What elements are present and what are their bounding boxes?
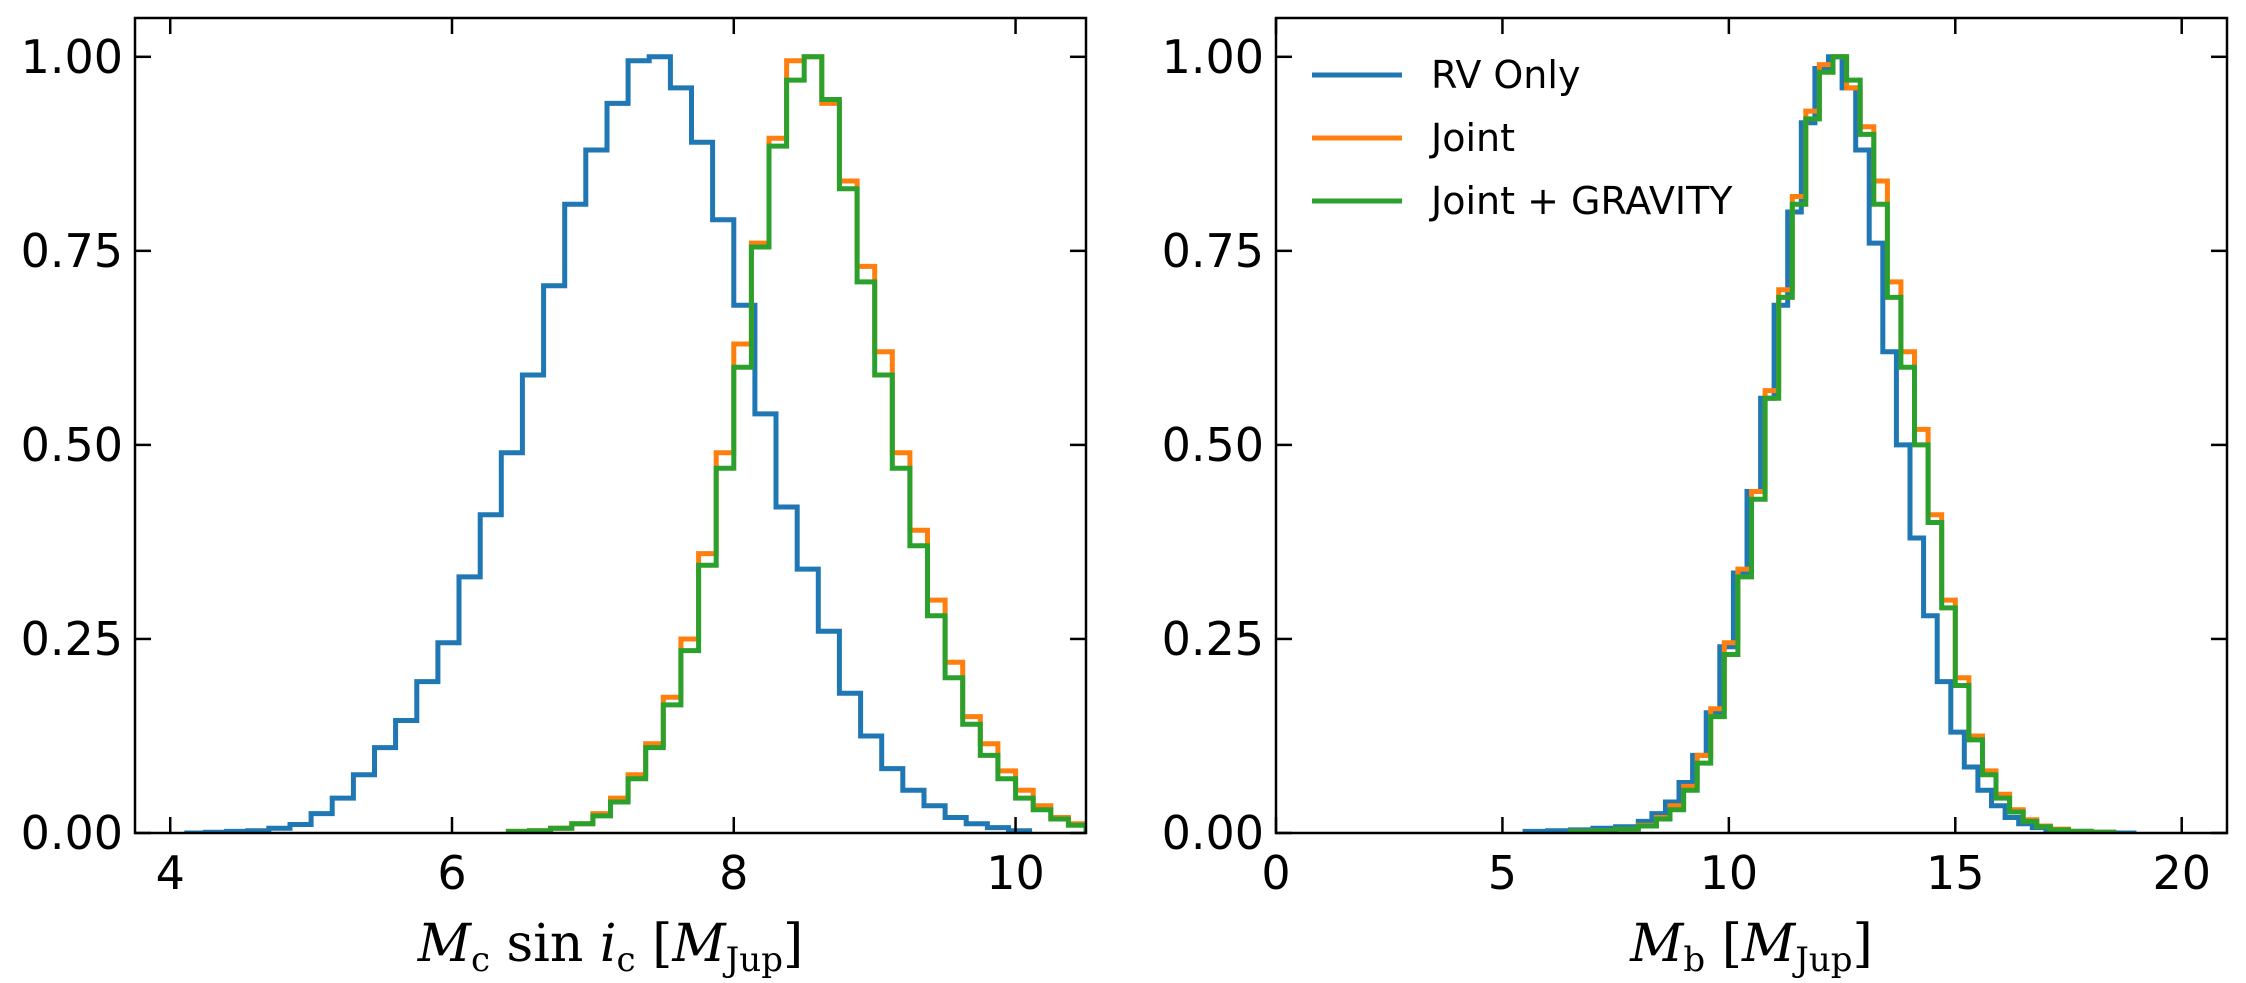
right-x-tick-label: 15 [1926,846,1985,900]
right-x-tick-label: 0 [1261,846,1290,900]
left-histogram-series [184,54,1086,833]
left-x-tick-label: 10 [986,846,1045,900]
right-y-tick-label: 0.25 [1162,612,1264,666]
right-y-tick-label: 1.00 [1162,30,1264,84]
right-x-tick-label: 10 [1700,846,1759,900]
right-series-1-step-line [1567,54,2117,833]
left-series-0-step-line [184,54,1033,833]
right-y-tick-label: 0.75 [1162,224,1264,278]
right-legend-label-1: Joint [1429,116,1515,160]
left-y-tick-label: 0.50 [21,418,123,472]
left-x-tick-label: 8 [719,846,748,900]
right-x-tick-label: 5 [1488,846,1517,900]
right-x-axis-label: Mb [MJup] [1629,914,1873,980]
left-series-2-step-line [505,54,1086,833]
left-x-tick-label: 4 [156,846,185,900]
right-x-tick-label: 20 [2152,846,2211,900]
left-x-axis-label: Mc sin ic [MJup] [417,914,804,980]
panel-left: 4 6 8 10 0.00 0.25 0.50 0.75 1.00 Mc sin ic [MJu… [21,16,1088,980]
right-series-0-step-line [1522,54,2137,833]
right-legend-label-0: RV Only [1431,53,1580,97]
panel-right: 0 5 10 15 20 0.00 0.25 0.50 0.75 1.00 RV Only Join… [1162,16,2229,980]
right-series-2-step-line [1567,54,2117,833]
left-y-tick-label: 0.00 [21,806,123,860]
right-legend-label-2: Joint + GRAVITY [1429,179,1733,223]
left-series-1-step-line [505,54,1086,833]
right-y-tick-label: 0.00 [1162,806,1264,860]
left-x-tick-label: 6 [437,846,466,900]
right-ticks: 0 5 10 15 20 0.00 0.25 0.50 0.75 1.00 [1162,18,2227,900]
right-y-tick-label: 0.50 [1162,418,1264,472]
left-axes-frame [133,16,1088,835]
right-legend: RV Only Joint Joint + GRAVITY [1312,53,1733,223]
left-ticks: 4 6 8 10 0.00 0.25 0.50 0.75 1.00 [21,18,1086,900]
right-histogram-series [1522,54,2137,833]
left-y-tick-label: 0.25 [21,612,123,666]
right-axes-frame [1274,16,2229,835]
left-y-tick-label: 1.00 [21,30,123,84]
left-y-tick-label: 0.75 [21,224,123,278]
